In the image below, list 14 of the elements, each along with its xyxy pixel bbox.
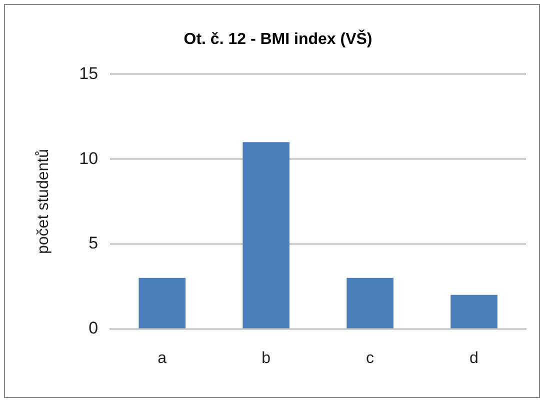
y-tick-label: 5 bbox=[88, 234, 98, 253]
bar bbox=[138, 278, 186, 328]
x-tick-label: d bbox=[470, 350, 478, 367]
bar bbox=[346, 278, 394, 328]
x-tick-label: a bbox=[158, 350, 167, 367]
x-tick-label: b bbox=[262, 350, 271, 367]
y-tick-label: 10 bbox=[79, 148, 98, 168]
y-axis-title: počet studentů bbox=[35, 149, 52, 254]
bar bbox=[450, 294, 498, 328]
chart-title: Ot. č. 12 - BMI index (VŠ) bbox=[184, 29, 372, 48]
bar bbox=[242, 142, 290, 328]
x-tick-label: c bbox=[366, 350, 374, 367]
y-tick-label: 0 bbox=[88, 318, 98, 338]
y-tick-label: 15 bbox=[79, 64, 98, 83]
